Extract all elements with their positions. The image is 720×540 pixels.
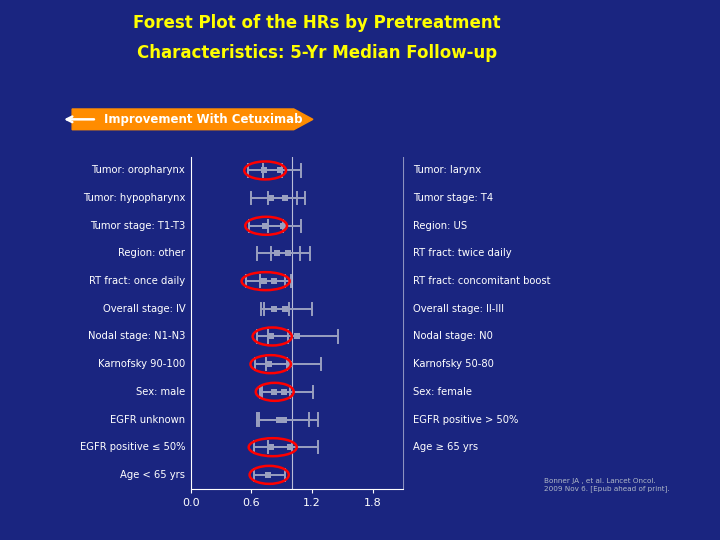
Text: Karnofsky 50-80: Karnofsky 50-80 (413, 359, 493, 369)
Text: Characteristics: 5-Yr Median Follow-up: Characteristics: 5-Yr Median Follow-up (137, 44, 497, 62)
Text: EGFR positive > 50%: EGFR positive > 50% (413, 415, 518, 424)
FancyArrow shape (72, 109, 313, 130)
Text: Tumor stage: T4: Tumor stage: T4 (413, 193, 492, 203)
Text: Karnofsky 90-100: Karnofsky 90-100 (98, 359, 185, 369)
Text: Region: other: Region: other (118, 248, 185, 259)
Text: Tumor: larynx: Tumor: larynx (413, 165, 481, 176)
Text: Overall stage: II-III: Overall stage: II-III (413, 304, 503, 314)
Text: Sex: male: Sex: male (136, 387, 185, 397)
Text: RT fract: once daily: RT fract: once daily (89, 276, 185, 286)
Text: Bonner JA , et al. Lancet Oncol.
2009 Nov 6. [Epub ahead of print].: Bonner JA , et al. Lancet Oncol. 2009 No… (544, 478, 669, 491)
Text: Age ≥ 65 yrs: Age ≥ 65 yrs (413, 442, 478, 452)
Text: RT fract: twice daily: RT fract: twice daily (413, 248, 511, 259)
Text: Improvement With Cetuximab: Improvement With Cetuximab (104, 113, 302, 126)
Text: Nodal stage: N1-N3: Nodal stage: N1-N3 (88, 332, 185, 341)
Text: Region: US: Region: US (413, 221, 467, 231)
Text: Forest Plot of the HRs by Pretreatment: Forest Plot of the HRs by Pretreatment (133, 14, 500, 31)
Text: EGFR positive ≤ 50%: EGFR positive ≤ 50% (80, 442, 185, 452)
Text: Overall stage: IV: Overall stage: IV (102, 304, 185, 314)
Text: Age < 65 yrs: Age < 65 yrs (120, 470, 185, 480)
Text: RT fract: concomitant boost: RT fract: concomitant boost (413, 276, 550, 286)
Text: Nodal stage: N0: Nodal stage: N0 (413, 332, 492, 341)
Text: Tumor: hypopharynx: Tumor: hypopharynx (83, 193, 185, 203)
Text: Tumor stage: T1-T3: Tumor stage: T1-T3 (90, 221, 185, 231)
Text: Sex: female: Sex: female (413, 387, 472, 397)
Text: Tumor: oropharynx: Tumor: oropharynx (91, 165, 185, 176)
Text: EGFR unknown: EGFR unknown (110, 415, 185, 424)
